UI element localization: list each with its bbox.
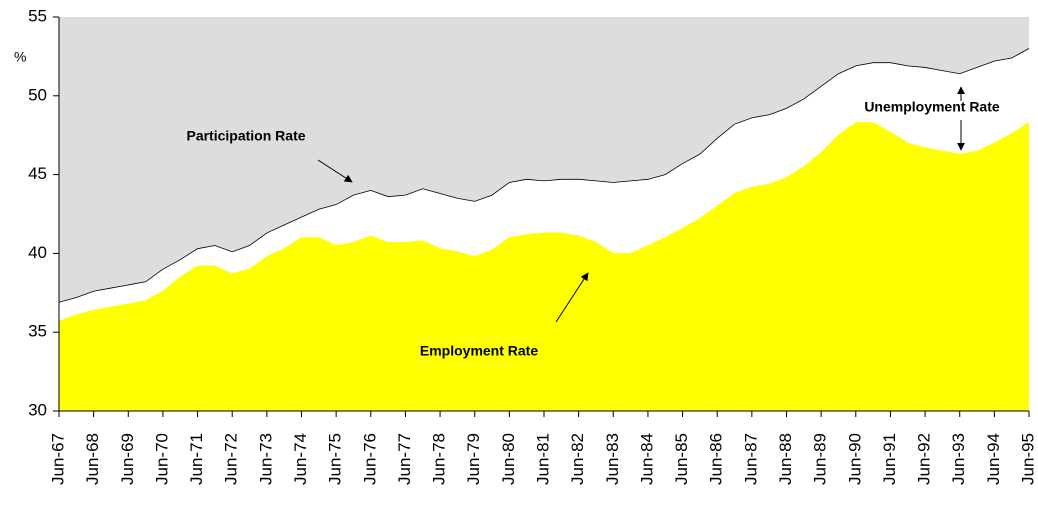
x-tick-label: Jun-69 bbox=[118, 433, 137, 485]
x-tick-label: Jun-90 bbox=[845, 433, 864, 485]
x-tick-label: Jun-68 bbox=[83, 433, 102, 485]
x-tick-label: Jun-94 bbox=[984, 433, 1003, 485]
x-tick-label: Jun-93 bbox=[949, 433, 968, 485]
annotation: Employment Rate bbox=[420, 343, 538, 359]
x-tick-label: Jun-91 bbox=[880, 433, 899, 485]
x-tick-label: Jun-83 bbox=[603, 433, 622, 485]
x-tick-label: Jun-73 bbox=[256, 433, 275, 485]
x-tick-label: Jun-80 bbox=[499, 433, 518, 485]
x-tick-label: Jun-72 bbox=[222, 433, 241, 485]
x-tick-label: Jun-85 bbox=[672, 433, 691, 485]
x-tick-label: Jun-81 bbox=[533, 433, 552, 485]
x-tick-label: Jun-95 bbox=[1018, 433, 1037, 485]
y-tick-label: 40 bbox=[28, 243, 47, 262]
annotation: Unemployment Rate bbox=[864, 99, 1000, 115]
y-tick-label: 35 bbox=[28, 322, 47, 341]
x-tick-label: Jun-70 bbox=[152, 433, 171, 485]
y-tick-label: 55 bbox=[28, 6, 47, 25]
annotation-arrow bbox=[317, 159, 353, 183]
x-tick-label: Jun-86 bbox=[707, 433, 726, 485]
area-fill bbox=[59, 122, 1029, 411]
y-tick-label: 30 bbox=[28, 400, 47, 419]
series-line bbox=[58, 122, 1030, 322]
y-tick-label: 50 bbox=[28, 85, 47, 104]
x-tick-label: Jun-75 bbox=[326, 433, 345, 485]
y-axis-label: % bbox=[14, 49, 26, 65]
x-tick-label: Jun-88 bbox=[776, 433, 795, 485]
x-tick-label: Jun-71 bbox=[187, 433, 206, 485]
x-tick-label: Jun-78 bbox=[430, 433, 449, 485]
plot-area bbox=[58, 17, 1030, 412]
x-tick-label: Jun-79 bbox=[464, 433, 483, 485]
y-tick-label: 45 bbox=[28, 164, 47, 183]
x-tick-label: Jun-92 bbox=[915, 433, 934, 485]
series-line bbox=[58, 48, 1030, 303]
x-tick-label: Jun-74 bbox=[291, 433, 310, 485]
x-tick-label: Jun-76 bbox=[360, 433, 379, 485]
x-tick-label: Jun-67 bbox=[48, 433, 67, 485]
x-tick-label: Jun-84 bbox=[637, 433, 656, 485]
x-tick-label: Jun-82 bbox=[568, 433, 587, 485]
annotation-arrow bbox=[555, 272, 589, 323]
x-tick-label: Jun-87 bbox=[741, 433, 760, 485]
x-tick-label: Jun-77 bbox=[395, 433, 414, 485]
x-tick-label: Jun-89 bbox=[811, 433, 830, 485]
annotation: Participation Rate bbox=[186, 128, 305, 144]
